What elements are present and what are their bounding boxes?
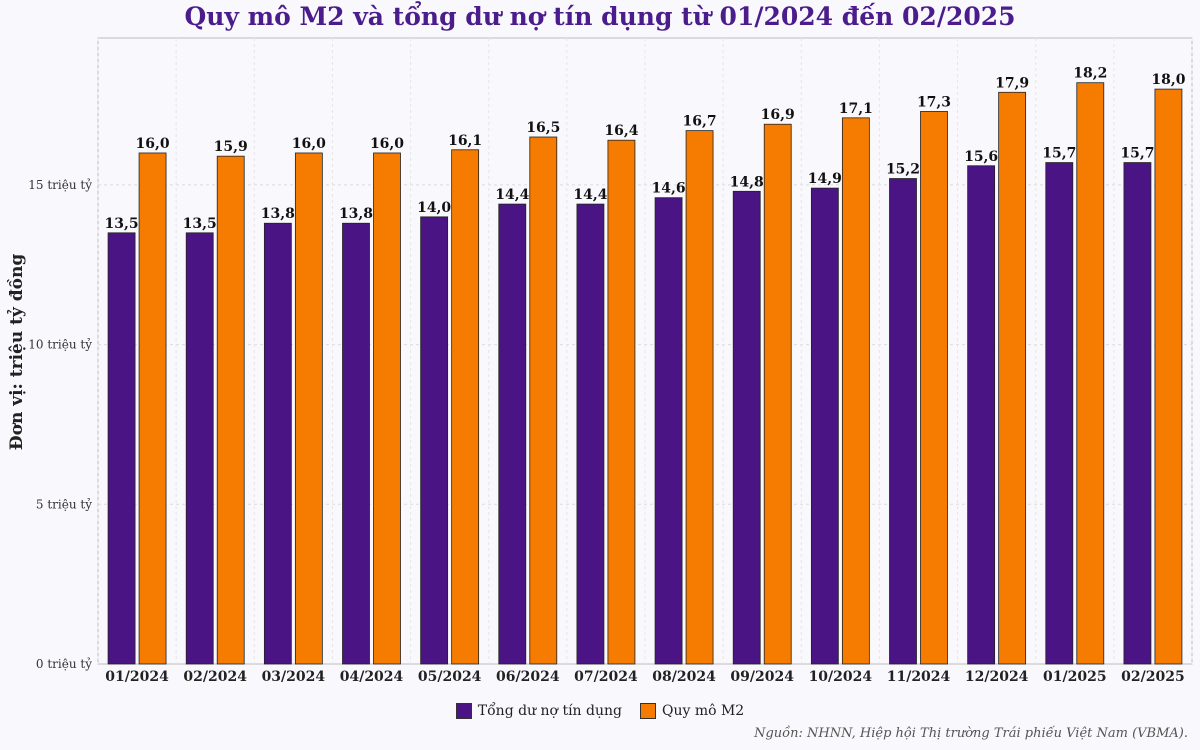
- x-tick-label: 11/2024: [887, 669, 951, 685]
- x-tick-label: 09/2024: [730, 669, 794, 685]
- legend-label-m2: Quy mô M2: [661, 703, 745, 719]
- x-tick-label: 02/2025: [1121, 669, 1185, 685]
- data-label-credit-03/2024: 13,8: [261, 206, 295, 222]
- x-tick-label: 04/2024: [340, 669, 404, 685]
- data-label-m2-06/2024: 16,5: [526, 120, 560, 136]
- y-tick-label: 15 triệu tỷ: [28, 178, 92, 192]
- bar-credit-04/2024: [342, 222, 370, 665]
- y-axis-ticks: 0 triệu tỷ 5 triệu tỷ 10 triệu tỷ 15 triệu …: [28, 178, 92, 671]
- data-label-credit-01/2025: 15,7: [1042, 146, 1076, 162]
- bar-m2-03/2024: [294, 152, 323, 665]
- bar-m2-12/2024: [998, 91, 1027, 665]
- x-tick-label: 02/2024: [183, 669, 247, 685]
- data-label-m2-01/2025: 18,2: [1073, 66, 1107, 82]
- x-tick-label: 06/2024: [496, 669, 560, 685]
- bar-credit-06/2024: [498, 203, 527, 665]
- data-label-credit-11/2024: 15,2: [886, 162, 920, 178]
- legend-swatch-credit: [455, 703, 472, 719]
- data-label-credit-04/2024: 13,8: [339, 206, 373, 222]
- data-label-m2-03/2024: 16,0: [292, 136, 326, 152]
- data-label-credit-02/2024: 13,5: [183, 216, 217, 232]
- bar-credit-01/2025: [1045, 162, 1074, 665]
- bar-m2-01/2025: [1076, 82, 1105, 665]
- y-tick-label: 5 triệu tỷ: [36, 497, 92, 511]
- data-label-credit-07/2024: 14,4: [573, 187, 607, 203]
- bar-m2-05/2024: [451, 149, 480, 665]
- x-tick-label: 10/2024: [809, 669, 873, 685]
- bar-credit-11/2024: [889, 178, 917, 665]
- x-tick-label: 05/2024: [418, 669, 482, 685]
- grid-lines: [97, 38, 1193, 664]
- data-label-m2-07/2024: 16,4: [604, 123, 638, 139]
- bar-chart: 0 triệu tỷ 5 triệu tỷ 10 triệu tỷ 15 triệu …: [7, 37, 1193, 685]
- x-tick-label: 08/2024: [652, 669, 716, 685]
- source-note: Nguồn: NHNN, Hiệp hội Thị trường Trái ph…: [754, 726, 1188, 741]
- data-label-credit-12/2024: 15,6: [964, 149, 998, 165]
- bar-m2-01/2024: [138, 152, 167, 665]
- x-tick-label: 07/2024: [574, 669, 638, 685]
- legend-item-credit[interactable]: Tổng dư nợ tín dụng: [455, 703, 622, 719]
- data-label-m2-08/2024: 16,7: [683, 114, 717, 130]
- bar-credit-08/2024: [654, 197, 683, 665]
- bar-m2-02/2024: [216, 155, 245, 665]
- legend-swatch-m2: [639, 703, 656, 719]
- bar-credit-10/2024: [810, 187, 839, 665]
- bar-m2-10/2024: [841, 117, 870, 665]
- bar-m2-04/2024: [373, 152, 401, 665]
- data-label-m2-02/2025: 18,0: [1151, 72, 1185, 88]
- bar-credit-12/2024: [967, 165, 996, 665]
- legend-label-credit: Tổng dư nợ tín dụng: [477, 703, 622, 719]
- bar-credit-02/2024: [185, 232, 214, 665]
- bar-credit-07/2024: [576, 203, 605, 665]
- x-tick-label: 12/2024: [965, 669, 1029, 685]
- y-axis-label: Đơn vị: triệu tỷ đồng: [7, 254, 27, 451]
- bar-m2-09/2024: [763, 123, 792, 665]
- y-tick-label: 0 triệu tỷ: [36, 657, 92, 671]
- bar-m2-02/2025: [1154, 88, 1183, 665]
- x-tick-label: 01/2024: [105, 669, 169, 685]
- data-label-credit-01/2024: 13,5: [105, 216, 139, 232]
- data-label-credit-06/2024: 14,4: [495, 187, 529, 203]
- bar-credit-01/2024: [107, 232, 136, 665]
- data-label-m2-12/2024: 17,9: [995, 75, 1029, 91]
- data-label-m2-01/2024: 16,0: [136, 136, 170, 152]
- y-tick-label: 10 triệu tỷ: [28, 338, 92, 352]
- bar-credit-09/2024: [732, 190, 761, 665]
- data-label-m2-10/2024: 17,1: [839, 101, 873, 117]
- bar-credit-05/2024: [420, 216, 449, 665]
- bars: [107, 82, 1183, 665]
- bar-credit-03/2024: [263, 222, 292, 665]
- x-tick-label: 03/2024: [262, 669, 326, 685]
- bar-credit-02/2025: [1123, 162, 1152, 665]
- x-axis-ticks: 01/2024 02/2024 03/2024 04/2024 05/2024 06/20…: [105, 669, 1184, 685]
- data-label-credit-08/2024: 14,6: [652, 181, 686, 197]
- legend-item-m2[interactable]: Quy mô M2: [639, 703, 745, 719]
- data-label-credit-02/2025: 15,7: [1120, 146, 1154, 162]
- bar-m2-08/2024: [685, 130, 714, 665]
- data-label-credit-10/2024: 14,9: [808, 171, 842, 187]
- data-labels: 13,5 16,0 13,5 15,9 13,8 16,0 13,8 16,0 14,0 16,1…: [105, 66, 1186, 232]
- x-tick-label: 01/2025: [1043, 669, 1107, 685]
- data-label-m2-11/2024: 17,3: [917, 94, 951, 110]
- bar-m2-07/2024: [607, 139, 636, 665]
- data-label-credit-05/2024: 14,0: [417, 200, 451, 216]
- data-label-m2-05/2024: 16,1: [448, 133, 482, 149]
- data-label-m2-04/2024: 16,0: [370, 136, 404, 152]
- bar-m2-06/2024: [529, 136, 558, 665]
- data-label-m2-02/2024: 15,9: [214, 139, 248, 155]
- legend: Tổng dư nợ tín dụng Quy mô M2: [0, 700, 1200, 722]
- chart-title: Quy mô M2 và tổng dư nợ tín dụng từ 01/2…: [184, 2, 1016, 31]
- bar-m2-11/2024: [920, 111, 948, 665]
- data-label-m2-09/2024: 16,9: [761, 107, 795, 123]
- data-label-credit-09/2024: 14,8: [730, 174, 764, 190]
